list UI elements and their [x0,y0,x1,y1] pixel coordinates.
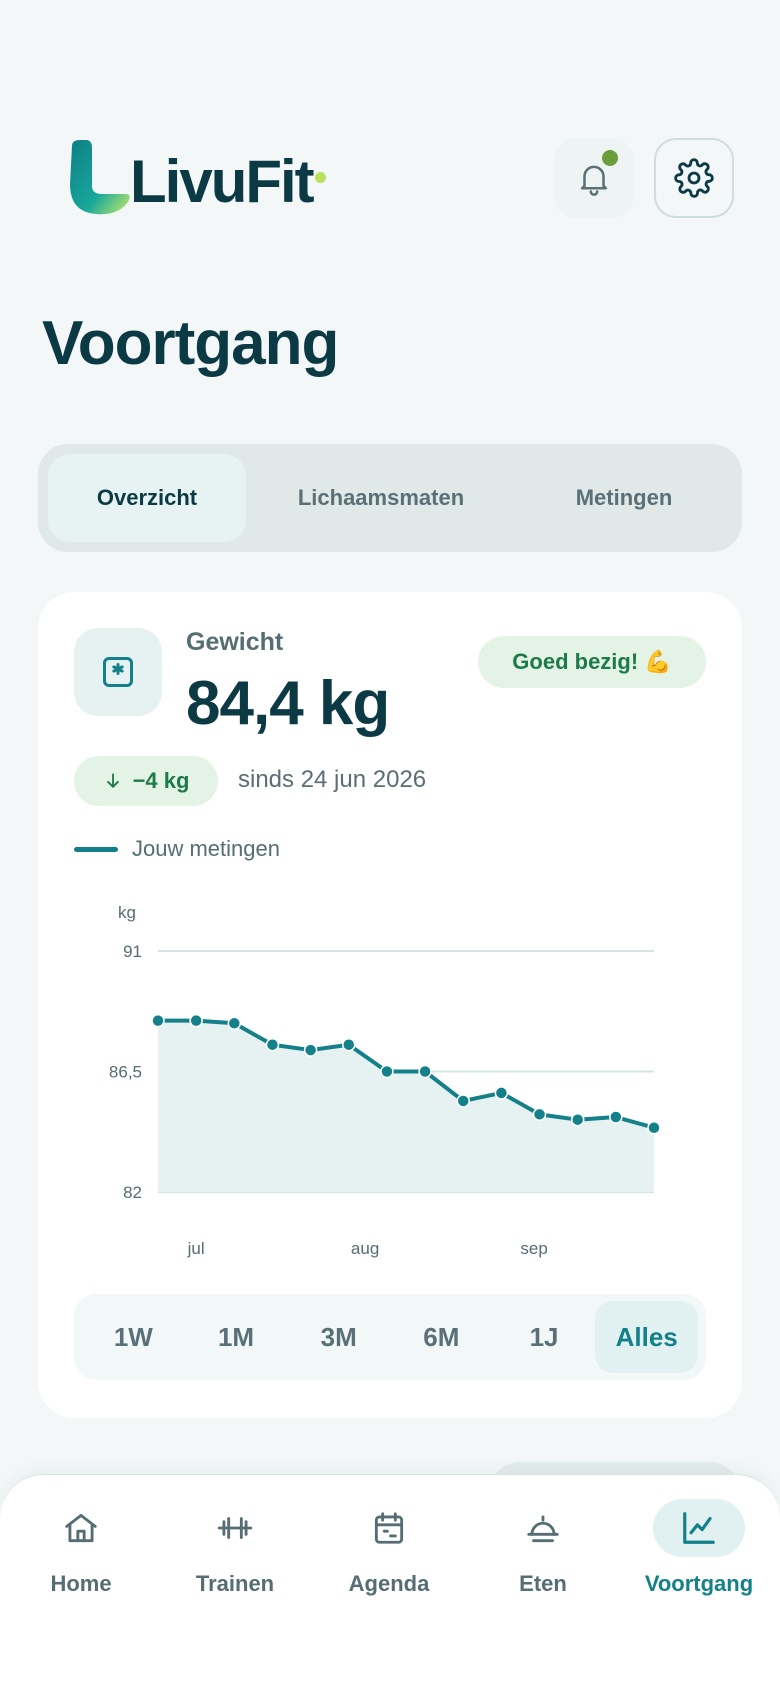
data-point [456,1094,470,1108]
bell-icon [580,165,608,196]
nav-eten-label: Eten [519,1571,567,1596]
range-1m[interactable]: 1M [217,1321,255,1352]
scale-icon-tile [74,628,162,716]
tab-metingen[interactable]: Metingen [575,485,673,510]
data-point [303,1043,318,1057]
y-tick-label: 86,5 [109,1063,142,1082]
y-tick-label: 82 [123,1183,142,1202]
x-tick-label: jul [187,1239,205,1258]
weight-delta-value: −4 kg [132,768,190,793]
tab-lichaamsmaten[interactable]: Lichaamsmaten [297,485,465,510]
series-area [158,1020,654,1192]
chart-icon [653,1499,745,1557]
app-logo[interactable]: LivuFit [66,137,356,217]
nav-voortgang-label: Voortgang [644,1571,754,1596]
nav-home[interactable]: Home [6,1499,156,1619]
range-1w[interactable]: 1W [113,1321,153,1352]
data-point [342,1037,356,1052]
data-point [227,1016,242,1031]
weight-label: Gewicht [186,628,284,656]
legend-label: Jouw metingen [132,836,280,861]
data-point [532,1107,547,1122]
y-axis-unit-label: kg [118,903,136,922]
app-header: LivuFit [0,0,780,240]
logo-text: LivuFit [130,147,315,215]
cloche-icon [497,1499,589,1557]
weight-chart: kg 91 86,5 82 jul aug sep [109,903,661,1258]
range-1j[interactable]: 1J [529,1321,559,1352]
nav-voortgang[interactable]: Voortgang [624,1499,774,1619]
chart-legend: Jouw metingen [74,836,280,862]
nav-agenda[interactable]: Agenda [314,1499,464,1619]
weight-card: Gewicht 84,4 kg Goed bezig! 💪 −4 kg sind… [38,592,742,1418]
range-selector: 1W 1M 3M 6M 1J Alles [74,1294,706,1380]
weight-delta-since: sinds 24 jun 2026 [238,766,427,793]
data-point [647,1120,661,1135]
nav-eten[interactable]: Eten [468,1499,618,1619]
data-point [380,1064,394,1079]
tab-overzicht[interactable]: Overzicht [48,454,246,542]
data-point [189,1013,203,1028]
data-point [609,1110,623,1124]
data-point [265,1037,280,1052]
nav-home-label: Home [50,1571,112,1596]
y-tick-label: 91 [123,942,142,961]
calendar-icon [343,1499,435,1557]
logo-dot [314,171,326,183]
progress-tabs: Overzicht Lichaamsmaten Metingen [38,444,742,552]
dumbbell-icon [189,1499,281,1557]
data-point [151,1013,165,1028]
logo-mark-icon [70,140,130,215]
nav-trainen[interactable]: Trainen [160,1499,310,1619]
weight-delta-badge: −4 kg [74,756,218,806]
notifications-button[interactable] [554,138,634,218]
legend-swatch [74,846,118,852]
bottom-nav: Home Trainen Agenda Eten Voortgang [0,1474,780,1688]
range-3m[interactable]: 3M [320,1321,357,1352]
nav-trainen-label: Trainen [195,1571,275,1596]
notification-dot [602,150,618,166]
x-tick-label: aug [351,1239,379,1258]
page-title: Voortgang [42,309,339,378]
arrow-down-icon [106,773,119,788]
praise-badge: Goed bezig! 💪 [478,636,706,688]
gear-icon [674,158,714,198]
weight-value: 84,4 kg [186,669,390,738]
data-point [494,1086,509,1100]
range-alles[interactable]: Alles [595,1301,699,1373]
home-icon [35,1499,127,1557]
data-point [418,1064,432,1079]
x-tick-label: sep [520,1239,547,1258]
data-point [570,1112,585,1127]
range-6m[interactable]: 6M [423,1321,460,1352]
settings-button[interactable] [654,138,734,218]
nav-agenda-label: Agenda [348,1571,430,1596]
scale-icon [103,657,133,687]
